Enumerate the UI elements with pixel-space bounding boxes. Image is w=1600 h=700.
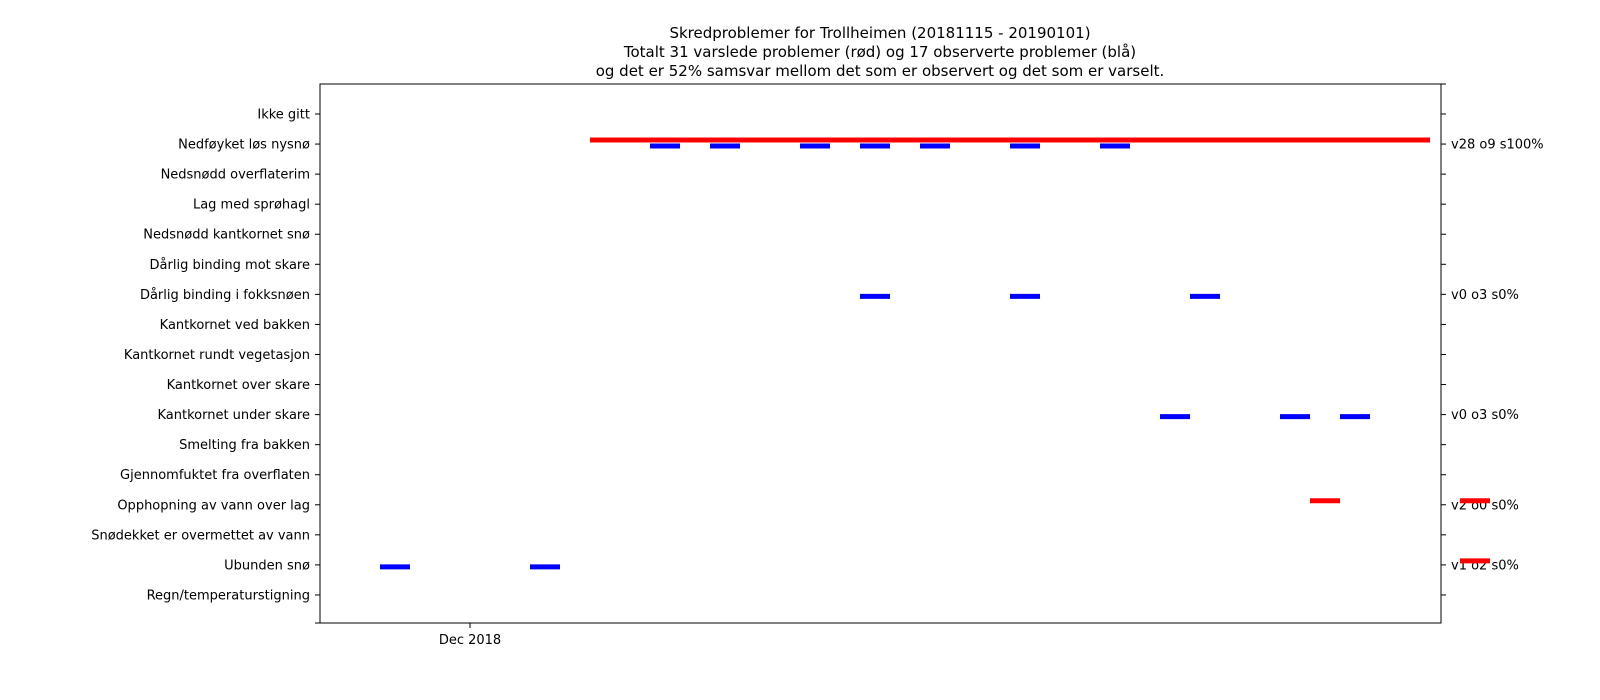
problem-segments xyxy=(380,137,1490,570)
y-tick-label: Gjennomfuktet fra overflaten xyxy=(120,468,310,483)
y-tick-label: Ikke gitt xyxy=(257,108,310,123)
y-tick-label: Lag med sprøhagl xyxy=(193,198,310,213)
y-axis-right: v28 o9 s100%v0 o3 s0%v0 o3 s0%v2 o0 s0%v… xyxy=(1441,83,1544,596)
y-tick-label: Dårlig binding mot skare xyxy=(150,258,310,273)
y-tick-label: Kantkornet over skare xyxy=(167,378,310,393)
y-tick-label: Nedsnødd kantkornet snø xyxy=(143,228,310,243)
y-tick-label: Smelting fra bakken xyxy=(179,438,310,453)
chart-title-line: Totalt 31 varslede problemer (rød) og 17… xyxy=(623,43,1136,61)
y-tick-label: Opphopning av vann over lag xyxy=(117,498,310,513)
y-tick-label: Ubunden snø xyxy=(224,558,310,573)
y-tick-label: Nedsnødd overflaterim xyxy=(161,168,310,183)
right-stat-label: v0 o3 s0% xyxy=(1451,408,1519,423)
y-tick-label: Regn/temperaturstigning xyxy=(147,588,310,603)
x-tick-label: Dec 2018 xyxy=(439,633,501,648)
y-tick-label: Snødekket er overmettet av vann xyxy=(91,528,310,543)
y-tick-label: Kantkornet ved bakken xyxy=(160,318,310,333)
y-axis-left: Ikke gitt Nedføyket løs nysnø Nedsnødd ove… xyxy=(91,108,320,624)
chart-title-line: Skredproblemer for Trollheimen (20181115… xyxy=(669,24,1090,42)
y-tick-label: Kantkornet under skare xyxy=(157,408,310,423)
chart-title: Skredproblemer for Trollheimen (20181115… xyxy=(596,24,1165,80)
y-tick-label: Kantkornet rundt vegetasjon xyxy=(124,348,310,363)
right-stat-label: v0 o3 s0% xyxy=(1451,288,1519,303)
plot-area xyxy=(319,83,1442,624)
x-axis: Dec 2018 xyxy=(439,623,501,648)
y-tick-label: Nedføyket løs nysnø xyxy=(178,138,310,153)
chart-title-line: og det er 52% samsvar mellom det som er … xyxy=(596,62,1165,80)
right-stat-label: v28 o9 s100% xyxy=(1451,138,1544,153)
y-tick-label: Dårlig binding i fokksnøen xyxy=(140,288,310,303)
